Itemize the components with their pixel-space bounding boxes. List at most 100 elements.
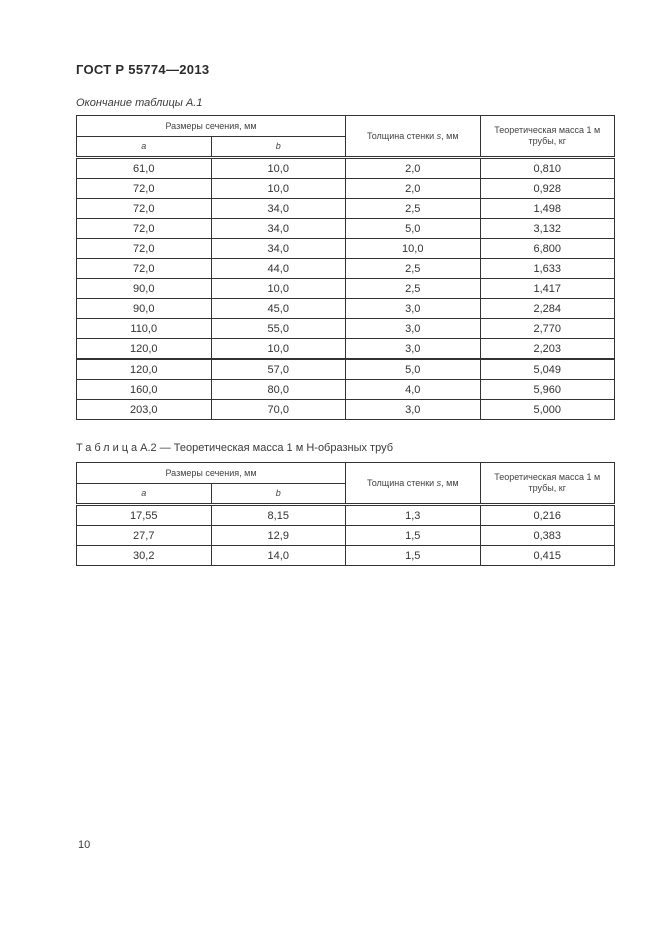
table-cell: 72,0 [76,238,212,259]
column-header-dimensions: Размеры сечения, мм [76,115,346,137]
column-header-wall-thickness: Толщина стенки s, мм [345,462,481,506]
table-cell: 2,5 [345,258,481,279]
table-cell: 34,0 [210,238,346,259]
table-cell: 72,0 [76,258,212,279]
table-cell: 1,5 [345,545,481,566]
table-row: 30,2 14,0 1,5 0,415 [76,545,615,566]
wall-thickness-label: Толщина стенки [366,477,437,488]
table-cell: 70,0 [210,399,346,420]
table-cell: 3,0 [345,338,481,360]
table-row: 72,0 34,0 5,0 3,132 [76,218,615,239]
table-row: 110,0 55,0 3,0 2,770 [76,318,615,339]
table-row: 27,7 12,9 1,5 0,383 [76,525,615,546]
page-number: 10 [78,839,91,851]
table-a1-continuation-caption: Окончание таблицы А.1 [76,97,203,109]
table-a2-caption-label: Таблица [76,442,141,454]
table-row: 72,0 34,0 2,5 1,498 [76,198,615,219]
table-cell: 1,498 [479,198,615,219]
table-a2-caption: ТаблицаА.2 — Теоретическая масса 1 м Н-о… [76,442,615,454]
column-header-dimensions: Размеры сечения, мм [76,462,346,484]
table-row: 160,0 80,0 4,0 5,960 [76,379,615,400]
table-cell: 10,0 [210,178,346,199]
page-content: ГОСТ Р 55774—2013 Окончание таблицы А.1 … [76,62,615,566]
table-cell: 2,284 [479,298,615,319]
table-cell: 14,0 [210,545,346,566]
column-header-wall-thickness: Толщина стенки s, мм [345,115,481,159]
table-cell: 10,0 [210,278,346,299]
column-header-mass: Теоретическая масса 1 м трубы, кг [479,462,615,506]
table-cell: 110,0 [76,318,212,339]
table-cell: 0,383 [479,525,615,546]
table-cell: 72,0 [76,178,212,199]
table-cell: 17,55 [76,504,212,526]
table-cell: 3,132 [479,218,615,239]
table-row: 120,0 10,0 3,0 2,203 [76,338,615,360]
table-cell: 5,049 [479,358,615,380]
table-cell: 5,960 [479,379,615,400]
mass-label-line1: Теоретическая масса 1 м [494,125,601,135]
column-header-mass: Теоретическая масса 1 м трубы, кг [479,115,615,159]
table-cell: 3,0 [345,318,481,339]
table-cell: 10,0 [210,338,346,360]
standard-designation: ГОСТ Р 55774—2013 [76,62,210,77]
table-cell: 2,5 [345,198,481,219]
table-cell: 6,800 [479,238,615,259]
column-header-a: a [76,136,212,159]
table-cell: 1,3 [345,504,481,526]
table-cell: 44,0 [210,258,346,279]
table-cell: 72,0 [76,198,212,219]
table-cell: 90,0 [76,298,212,319]
wall-thickness-unit: , мм [441,477,459,488]
table-a2-header: Размеры сечения, мм Толщина стенки s, мм… [76,462,615,506]
table-a2-caption-text: А.2 — Теоретическая масса 1 м Н-образных… [140,442,394,454]
table-row: 203,0 70,0 3,0 5,000 [76,399,615,420]
mass-label-line2: трубы, кг [528,483,566,493]
table-row: 90,0 45,0 3,0 2,284 [76,298,615,319]
table-a1-body: 61,0 10,0 2,0 0,810 72,0 10,0 2,0 0,928 72,0 34,0… [76,157,615,420]
column-header-b: b [210,483,346,506]
table-cell: 10,0 [210,157,346,179]
table-cell: 90,0 [76,278,212,299]
table-cell: 2,203 [479,338,615,360]
table-cell: 4,0 [345,379,481,400]
mass-label-line2: трубы, кг [528,136,566,146]
table-cell: 120,0 [76,358,212,380]
table-cell: 30,2 [76,545,212,566]
table-cell: 2,0 [345,157,481,179]
table-cell: 57,0 [210,358,346,380]
table-row: 90,0 10,0 2,5 1,417 [76,278,615,299]
table-cell: 2,770 [479,318,615,339]
table-cell: 2,0 [345,178,481,199]
table-a2-body: 17,55 8,15 1,3 0,216 27,7 12,9 1,5 0,383 30,2 14,… [76,504,615,566]
wall-thickness-label: Толщина стенки [366,130,437,141]
table-cell: 5,000 [479,399,615,420]
table-cell: 55,0 [210,318,346,339]
column-header-a: a [76,483,212,506]
table-cell: 3,0 [345,399,481,420]
table-cell: 2,5 [345,278,481,299]
table-a1: Размеры сечения, мм Толщина стенки s, мм… [76,115,615,420]
table-cell: 3,0 [345,298,481,319]
table-row: 17,55 8,15 1,3 0,216 [76,504,615,526]
table-cell: 120,0 [76,338,212,360]
wall-thickness-unit: , мм [441,130,459,141]
table-cell: 0,415 [479,545,615,566]
table-cell: 34,0 [210,218,346,239]
table-cell: 1,5 [345,525,481,546]
table-row: 72,0 44,0 2,5 1,633 [76,258,615,279]
table-cell: 1,417 [479,278,615,299]
table-cell: 0,810 [479,157,615,179]
table-row: 72,0 10,0 2,0 0,928 [76,178,615,199]
table-cell: 5,0 [345,358,481,380]
table-cell: 27,7 [76,525,212,546]
table-cell: 72,0 [76,218,212,239]
table-cell: 0,216 [479,504,615,526]
table-row: 72,0 34,0 10,0 6,800 [76,238,615,259]
table-cell: 45,0 [210,298,346,319]
table-cell: 1,633 [479,258,615,279]
table-cell: 160,0 [76,379,212,400]
wall-thickness-symbol: s [436,130,442,141]
table-a1-header: Размеры сечения, мм Толщина стенки s, мм… [76,115,615,159]
wall-thickness-symbol: s [436,477,442,488]
